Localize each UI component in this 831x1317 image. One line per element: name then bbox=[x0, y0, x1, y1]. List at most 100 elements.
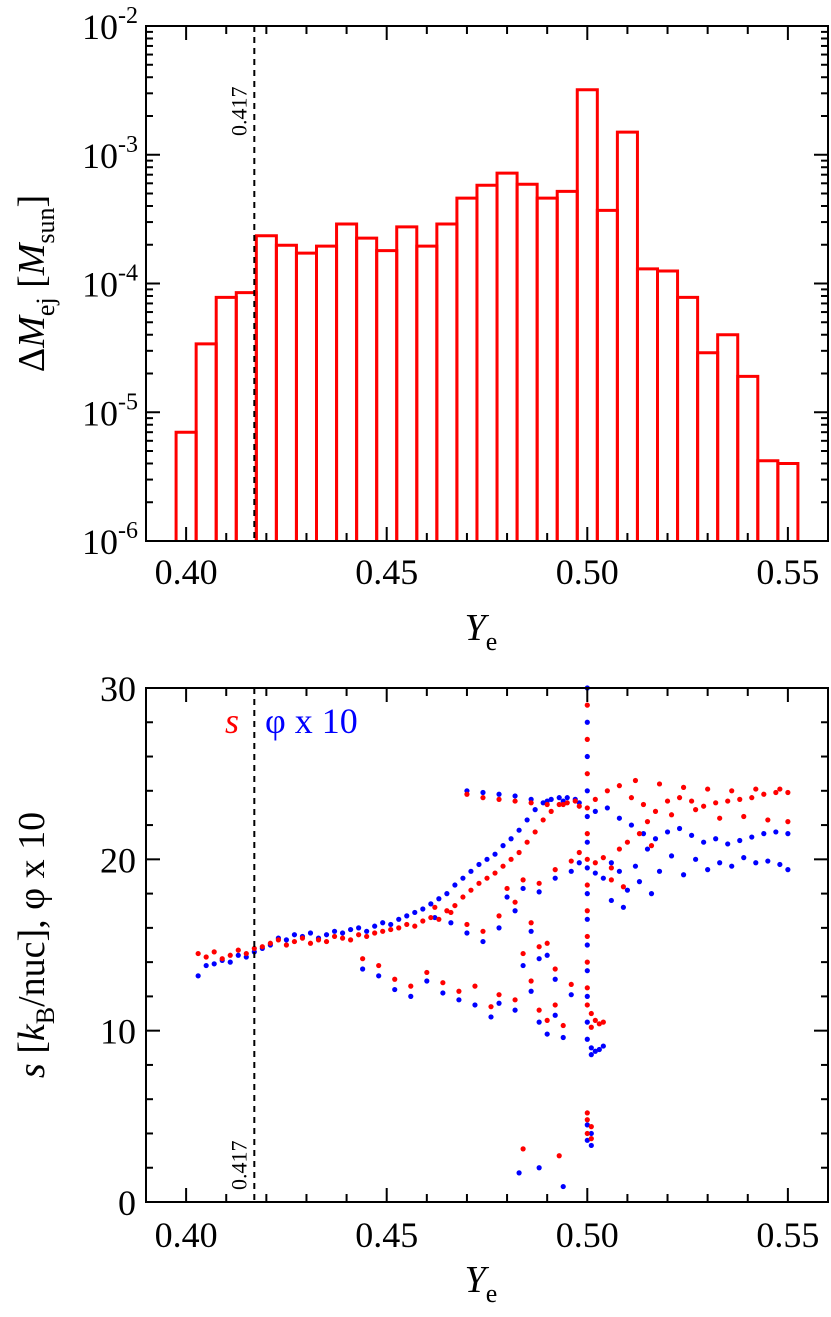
point-phi bbox=[584, 813, 590, 820]
top-ylabel-sub: ej bbox=[31, 297, 60, 316]
point-s bbox=[432, 904, 438, 910]
point-s bbox=[456, 988, 462, 994]
point-s bbox=[656, 781, 663, 787]
point-s bbox=[408, 983, 414, 989]
point-phi bbox=[608, 897, 614, 904]
point-phi bbox=[616, 868, 622, 874]
point-phi bbox=[380, 920, 386, 926]
point-phi bbox=[584, 968, 590, 974]
histogram-bars bbox=[174, 88, 800, 541]
point-phi bbox=[717, 860, 723, 866]
point-s bbox=[412, 923, 418, 929]
point-phi bbox=[480, 938, 486, 945]
point-phi bbox=[452, 882, 458, 888]
point-s bbox=[608, 877, 614, 883]
bottom-ylabel-bracket-open: [ bbox=[11, 1041, 53, 1063]
point-phi bbox=[705, 867, 711, 873]
y-tick-label: 10-5 bbox=[82, 389, 138, 433]
point-phi bbox=[584, 1019, 590, 1025]
point-phi bbox=[713, 836, 719, 842]
point-s bbox=[676, 795, 683, 801]
point-s bbox=[713, 800, 719, 806]
point-phi bbox=[536, 1019, 542, 1025]
point-s bbox=[592, 1017, 598, 1023]
bottom-y-tick-labels: 0 10 20 30 bbox=[100, 669, 136, 1223]
point-phi bbox=[516, 827, 522, 833]
point-s bbox=[291, 938, 298, 945]
y-tick-label: 10-2 bbox=[82, 3, 138, 47]
point-s bbox=[705, 786, 711, 792]
x-tick-label: 0.50 bbox=[556, 552, 619, 592]
point-phi bbox=[480, 789, 486, 796]
point-phi bbox=[424, 978, 430, 984]
point-phi bbox=[785, 867, 791, 873]
point-s bbox=[464, 791, 470, 797]
point-s bbox=[572, 798, 578, 804]
point-phi bbox=[524, 817, 530, 823]
point-s bbox=[323, 938, 330, 945]
point-phi bbox=[689, 832, 695, 838]
point-phi bbox=[472, 1002, 478, 1008]
histogram-bar bbox=[615, 130, 639, 541]
point-s bbox=[339, 935, 346, 941]
point-s bbox=[753, 786, 759, 792]
legend-phi: φ x 10 bbox=[265, 701, 358, 741]
point-s bbox=[484, 875, 490, 881]
point-s bbox=[773, 789, 779, 796]
point-phi bbox=[785, 831, 791, 837]
point-s bbox=[544, 801, 550, 808]
bottom-y-axis-label: s [kB/nuc], φ x 10 bbox=[11, 812, 60, 1078]
point-s bbox=[496, 992, 502, 998]
top-x-tick-labels: 0.40 0.45 0.50 0.55 bbox=[155, 552, 820, 592]
point-phi bbox=[592, 808, 598, 814]
point-phi bbox=[536, 1165, 542, 1171]
histogram-bar bbox=[214, 295, 238, 541]
point-phi bbox=[616, 815, 622, 821]
top-ylabel-delta: Δ bbox=[11, 348, 53, 372]
point-phi bbox=[588, 1130, 594, 1137]
point-phi bbox=[532, 807, 538, 813]
point-s bbox=[652, 808, 659, 814]
point-phi bbox=[753, 860, 759, 866]
point-phi bbox=[584, 788, 590, 794]
point-phi bbox=[496, 925, 502, 931]
point-phi bbox=[668, 853, 675, 859]
point-s bbox=[392, 976, 398, 982]
x-tick-label: 0.45 bbox=[355, 1215, 418, 1255]
histogram-bar bbox=[635, 267, 659, 541]
point-s bbox=[275, 937, 281, 943]
point-phi bbox=[512, 908, 518, 914]
point-s bbox=[576, 803, 582, 809]
point-s bbox=[500, 863, 506, 869]
point-s bbox=[588, 1136, 594, 1142]
histogram-bar bbox=[756, 459, 780, 541]
point-phi bbox=[584, 891, 590, 897]
point-phi bbox=[765, 858, 771, 864]
point-s bbox=[777, 786, 783, 792]
point-s bbox=[584, 882, 590, 888]
histogram-bar bbox=[274, 243, 298, 541]
point-phi bbox=[544, 1031, 550, 1037]
point-s bbox=[552, 1002, 558, 1008]
top-xlabel-sub: e bbox=[486, 627, 498, 656]
point-phi bbox=[356, 925, 362, 931]
point-s bbox=[584, 805, 590, 811]
point-s bbox=[588, 1010, 594, 1017]
point-s bbox=[480, 928, 486, 934]
point-s bbox=[195, 950, 201, 957]
point-phi bbox=[588, 1052, 594, 1058]
point-phi bbox=[512, 793, 518, 799]
histogram-bar bbox=[375, 249, 399, 541]
point-s bbox=[689, 798, 695, 804]
histogram-bar bbox=[335, 222, 359, 541]
point-s bbox=[636, 831, 643, 837]
top-plot-frame bbox=[145, 25, 829, 542]
point-phi bbox=[548, 796, 554, 802]
point-s bbox=[348, 937, 354, 943]
point-phi bbox=[464, 930, 470, 936]
point-phi bbox=[376, 973, 382, 979]
point-phi bbox=[584, 839, 590, 845]
point-s bbox=[584, 856, 590, 862]
point-phi bbox=[628, 822, 635, 828]
y-tick-base: 10 bbox=[82, 393, 118, 433]
